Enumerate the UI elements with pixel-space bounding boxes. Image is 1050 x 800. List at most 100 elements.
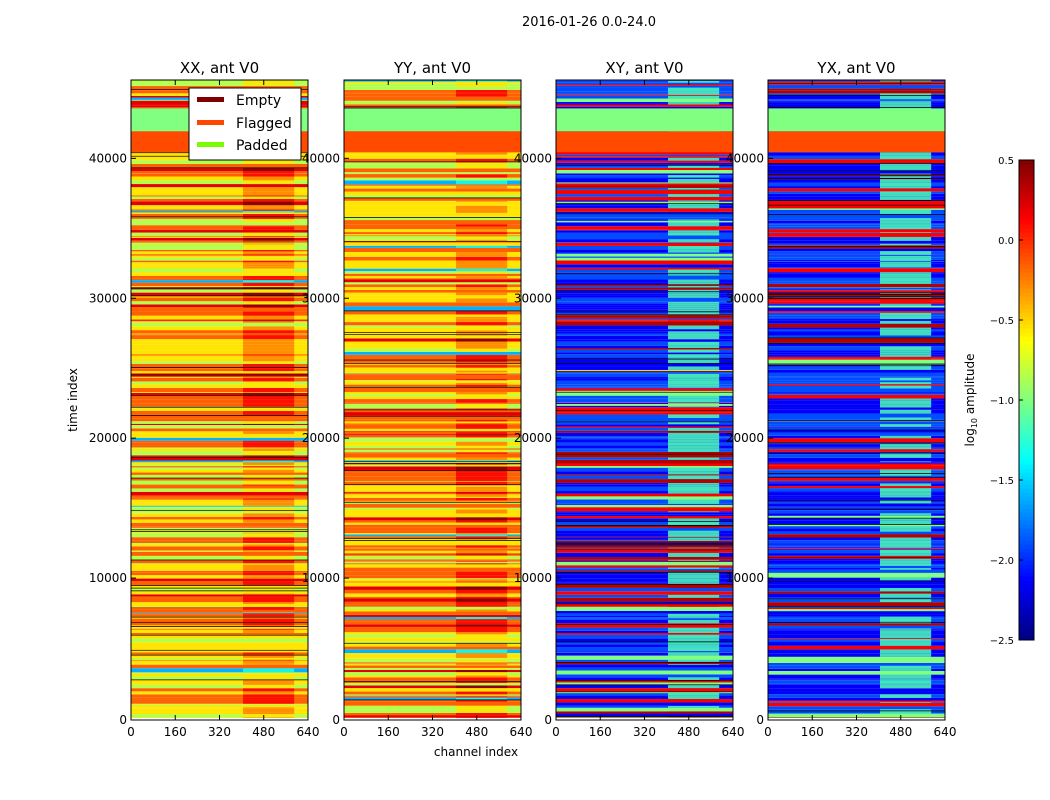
colorbar-segment bbox=[1019, 412, 1034, 417]
heatmap-cell bbox=[456, 672, 508, 676]
heatmap-cell bbox=[243, 173, 295, 174]
heatmap-cell bbox=[880, 304, 932, 306]
colorbar-segment bbox=[1019, 164, 1034, 169]
heatmap-cell bbox=[668, 652, 720, 653]
heatmap-row bbox=[556, 651, 733, 653]
heatmap-row bbox=[131, 440, 308, 443]
heatmap-row bbox=[131, 184, 308, 188]
colorbar-segment bbox=[1019, 488, 1034, 493]
heatmap-row bbox=[556, 185, 733, 188]
heatmap-row bbox=[344, 621, 521, 625]
empty-row bbox=[131, 559, 308, 561]
heatmap-cell bbox=[243, 464, 295, 467]
heatmap-row bbox=[768, 555, 945, 558]
heatmap-row bbox=[556, 707, 733, 712]
heatmap-cell bbox=[880, 488, 932, 492]
heatmap-row bbox=[344, 156, 521, 159]
heatmap-row bbox=[131, 173, 308, 174]
heatmap-cell bbox=[456, 497, 508, 501]
heatmap-row bbox=[768, 701, 945, 703]
heatmap-row bbox=[768, 622, 945, 624]
heatmap-cell bbox=[880, 568, 932, 570]
heatmap-row bbox=[768, 634, 945, 639]
colorbar-segment bbox=[1019, 532, 1034, 537]
heatmap-cell bbox=[243, 80, 295, 83]
heatmap-row bbox=[131, 374, 308, 377]
heatmap-cell bbox=[880, 444, 932, 447]
heatmap-cell bbox=[668, 624, 720, 628]
heatmap-cell bbox=[880, 290, 932, 293]
colorbar-segment bbox=[1019, 224, 1034, 229]
heatmap-cell bbox=[243, 708, 295, 713]
heatmap-row bbox=[344, 560, 521, 562]
heatmap-row bbox=[344, 177, 521, 181]
panel-title: YX, ant V0 bbox=[816, 59, 895, 77]
heatmap-cell bbox=[456, 330, 508, 333]
heatmap-cell bbox=[668, 208, 720, 212]
heatmap-cell bbox=[668, 354, 720, 358]
colorbar-segment bbox=[1019, 596, 1034, 601]
heatmap-row bbox=[344, 195, 521, 198]
heatmap-cell bbox=[880, 679, 932, 681]
heatmap-row bbox=[556, 229, 733, 231]
heatmap-row bbox=[131, 198, 308, 202]
heatmap-cell bbox=[243, 266, 295, 269]
heatmap-row bbox=[344, 92, 521, 94]
heatmap-row bbox=[131, 371, 308, 374]
heatmap-row bbox=[556, 467, 733, 472]
heatmap-row bbox=[556, 537, 733, 540]
heatmap-row bbox=[344, 555, 521, 557]
heatmap-row bbox=[131, 629, 308, 633]
empty-row bbox=[768, 293, 945, 295]
heatmap-cell bbox=[880, 320, 932, 324]
colorbar-segment bbox=[1019, 500, 1034, 505]
heatmap-cell bbox=[880, 359, 932, 364]
heatmap-row bbox=[556, 427, 733, 430]
heatmap-cell bbox=[243, 251, 295, 253]
heatmap-row bbox=[768, 558, 945, 561]
heatmap-cell bbox=[880, 287, 932, 288]
heatmap-cell bbox=[456, 380, 508, 381]
colorbar-segment bbox=[1019, 548, 1034, 553]
heatmap-cell bbox=[456, 253, 508, 257]
heatmap-cell bbox=[668, 583, 720, 588]
heatmap-row bbox=[768, 176, 945, 178]
colorbar-segment bbox=[1019, 196, 1034, 201]
heatmap-row bbox=[344, 662, 521, 664]
heatmap-cell bbox=[880, 454, 932, 458]
heatmap-row bbox=[131, 180, 308, 185]
heatmap-row bbox=[556, 691, 733, 694]
heatmap-cell bbox=[243, 474, 295, 478]
heatmap-row bbox=[768, 263, 945, 268]
x-tick-label: 640 bbox=[722, 725, 745, 739]
heatmap-cell bbox=[880, 81, 932, 83]
heatmap-cell bbox=[668, 325, 720, 330]
heatmap-row bbox=[131, 282, 308, 287]
heatmap-row bbox=[131, 333, 308, 335]
heatmap-row bbox=[768, 240, 945, 244]
heatmap-cell bbox=[456, 354, 508, 356]
heatmap-cell bbox=[668, 348, 720, 350]
heatmap-cell bbox=[456, 604, 508, 607]
heatmap-cell bbox=[880, 463, 932, 466]
heatmap-cell bbox=[243, 205, 295, 208]
heatmap-cell bbox=[668, 560, 720, 562]
heatmap-cell bbox=[243, 676, 295, 680]
heatmap-row bbox=[131, 498, 308, 500]
heatmap-row bbox=[344, 606, 521, 610]
heatmap-cell bbox=[880, 176, 932, 178]
heatmap-row bbox=[131, 414, 308, 419]
heatmap-cell bbox=[243, 282, 295, 287]
heatmap-row bbox=[556, 232, 733, 236]
heatmap-row bbox=[344, 614, 521, 617]
heatmap-cell bbox=[668, 203, 720, 206]
heatmap-row bbox=[131, 209, 308, 211]
heatmap-row bbox=[131, 646, 308, 650]
heatmap-cell bbox=[668, 291, 720, 294]
heatmap-cell bbox=[243, 612, 295, 614]
heatmap-row bbox=[556, 339, 733, 342]
heatmap-row bbox=[131, 528, 308, 530]
heatmap-cell bbox=[880, 540, 932, 544]
heatmap-cell bbox=[456, 449, 508, 453]
heatmap-row bbox=[768, 447, 945, 450]
